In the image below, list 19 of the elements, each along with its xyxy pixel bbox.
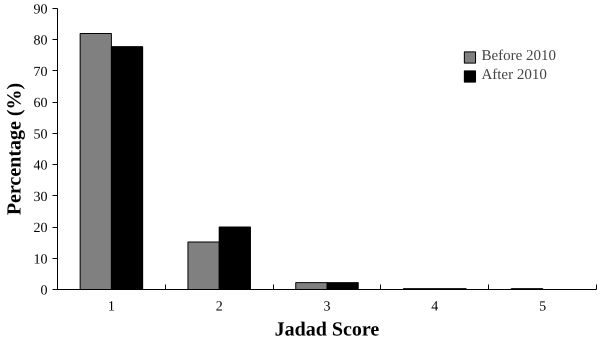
x-tick-label: 3 <box>324 300 330 314</box>
legend-label: Before 2010 <box>481 48 556 65</box>
y-tick-label: 60 <box>34 96 48 112</box>
y-axis-title: Percentage (%) <box>4 82 26 216</box>
legend-label: After 2010 <box>481 67 547 84</box>
x-axis-title: Jadad Score <box>274 318 380 340</box>
x-tick-label: 4 <box>431 300 438 314</box>
y-tick-label: 50 <box>34 127 48 142</box>
x-tick-label: 1 <box>108 300 115 314</box>
x-tick-label: 2 <box>216 300 223 314</box>
y-tick-label: 0 <box>40 284 48 298</box>
y-tick-label: 40 <box>34 158 48 174</box>
y-tick-label: 80 <box>34 34 48 49</box>
y-tick-label: 70 <box>34 64 48 80</box>
y-tick-label: 10 <box>34 252 48 268</box>
y-tick-label: 20 <box>34 221 48 236</box>
x-tick-label: 5 <box>539 300 546 314</box>
y-tick-label: 30 <box>34 190 48 205</box>
y-tick-label: 90 <box>34 2 48 18</box>
